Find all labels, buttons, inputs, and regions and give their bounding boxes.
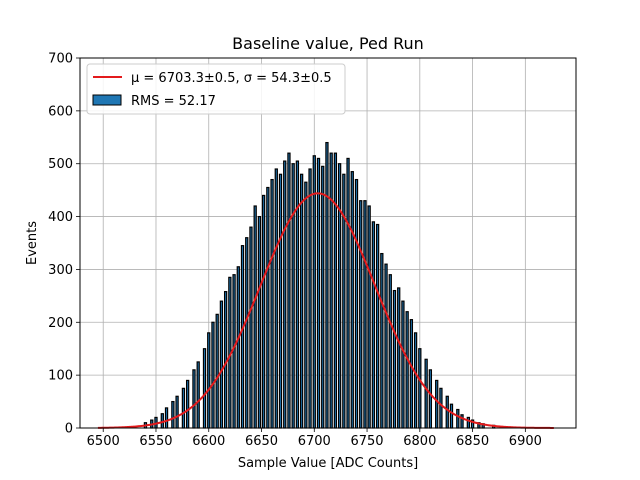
histogram-bar <box>164 407 169 429</box>
histogram-bar <box>375 223 380 429</box>
y-tick-label: 200 <box>48 316 73 331</box>
histogram-bar <box>439 387 443 429</box>
histogram-bar <box>236 266 240 429</box>
y-tick-label: 500 <box>48 157 73 172</box>
histogram-bar <box>397 287 401 429</box>
histogram-bar <box>215 313 219 429</box>
histogram-bar <box>401 300 405 429</box>
histogram-bar <box>312 155 316 429</box>
histogram-bar <box>270 178 274 429</box>
histogram-bar <box>175 395 179 429</box>
histogram-bar <box>424 358 428 429</box>
histogram-bar <box>261 194 266 429</box>
histogram-bar <box>249 226 253 429</box>
histogram-bar <box>409 319 414 429</box>
legend-box <box>86 63 346 115</box>
histogram-bar <box>202 348 207 429</box>
histogram-bar <box>308 168 312 429</box>
histogram-bar <box>304 181 308 429</box>
histogram-bar <box>223 291 228 429</box>
histogram-bar <box>405 311 409 429</box>
legend: μ = 6703.3±0.5, σ = 54.3±0.5 RMS = 52.17 <box>86 63 346 115</box>
chart-title: Baseline value, Ped Run <box>232 34 424 53</box>
axes-frame <box>79 57 577 429</box>
histogram-bar <box>333 152 338 429</box>
histogram-bar <box>192 369 196 429</box>
histogram-bar <box>445 395 449 429</box>
histogram-bar <box>287 152 291 429</box>
histogram-bar <box>232 274 236 429</box>
histogram-bar <box>211 321 215 429</box>
histogram-bar <box>456 408 460 429</box>
histogram-bar <box>257 215 262 429</box>
x-axis-label: Sample Value [ADC Counts] <box>238 456 418 471</box>
histogram-bar <box>196 361 200 429</box>
x-tick-label: 6850 <box>456 434 489 449</box>
histogram-bar <box>354 178 359 429</box>
histogram-bar <box>325 141 329 429</box>
x-tick-label: 6600 <box>192 434 225 449</box>
x-tick-label: 6550 <box>139 434 172 449</box>
y-axis-ticks: 0 100 200 300 400 500 600 700 <box>48 52 80 437</box>
y-tick-label: 700 <box>48 52 73 67</box>
histogram-bar <box>316 157 321 429</box>
histogram-bar <box>346 157 350 429</box>
x-tick-label: 6500 <box>87 434 120 449</box>
fit-curve <box>97 192 554 429</box>
x-tick-label: 6700 <box>298 434 331 449</box>
histogram-bar <box>295 160 300 429</box>
histogram-bar <box>413 332 418 429</box>
histogram-bar <box>392 289 397 429</box>
histogram-bar <box>299 173 304 429</box>
histogram-bar <box>283 160 287 429</box>
histogram-bar <box>266 186 270 429</box>
plot-area: 6500 6550 6600 6650 6700 6750 6800 6850 6900 0 10… <box>48 52 577 449</box>
x-tick-label: 6800 <box>403 434 436 449</box>
histogram-bar <box>449 403 454 429</box>
histogram-bar <box>207 332 211 429</box>
histogram-bar <box>342 173 346 429</box>
histogram-bar <box>274 168 278 429</box>
histogram-bar <box>240 245 245 429</box>
y-tick-label: 600 <box>48 104 73 119</box>
histogram-bar <box>278 173 283 429</box>
legend-hist-label: RMS = 52.17 <box>131 94 216 109</box>
y-tick-label: 300 <box>48 263 73 278</box>
histogram-bar <box>367 205 371 429</box>
histogram-bar <box>371 221 376 429</box>
histogram-bar <box>219 300 224 429</box>
histogram-bar <box>428 369 433 429</box>
histogram-bar <box>329 152 333 429</box>
histogram-bar <box>181 387 186 429</box>
histogram-bar <box>253 205 257 429</box>
x-tick-label: 6750 <box>350 434 383 449</box>
histogram-bar <box>359 200 363 429</box>
y-tick-label: 0 <box>65 422 73 437</box>
histogram-bar <box>435 379 439 429</box>
legend-hist-swatch <box>92 94 122 106</box>
x-tick-label: 6900 <box>509 434 542 449</box>
histogram-bar <box>337 163 342 429</box>
legend-fit-label: μ = 6703.3±0.5, σ = 54.3±0.5 <box>131 71 332 86</box>
x-tick-label: 6650 <box>245 434 278 449</box>
histogram-bar <box>185 379 190 429</box>
y-tick-label: 400 <box>48 210 73 225</box>
histogram-bar <box>321 165 325 429</box>
histogram-bar <box>384 263 388 429</box>
histogram-bar <box>418 348 422 429</box>
histogram-bar <box>171 400 175 429</box>
histogram-bar <box>380 252 384 429</box>
y-tick-label: 100 <box>48 369 73 384</box>
histogram-bar <box>291 163 295 429</box>
histogram-bar <box>363 200 367 429</box>
histogram-bar <box>245 237 249 429</box>
histogram-bar <box>466 416 471 429</box>
x-axis-ticks: 6500 6550 6600 6650 6700 6750 6800 6850 6900 <box>87 428 542 449</box>
y-axis-label: Events <box>25 221 40 265</box>
histogram-bar <box>350 171 354 429</box>
histogram-bar <box>388 274 392 429</box>
